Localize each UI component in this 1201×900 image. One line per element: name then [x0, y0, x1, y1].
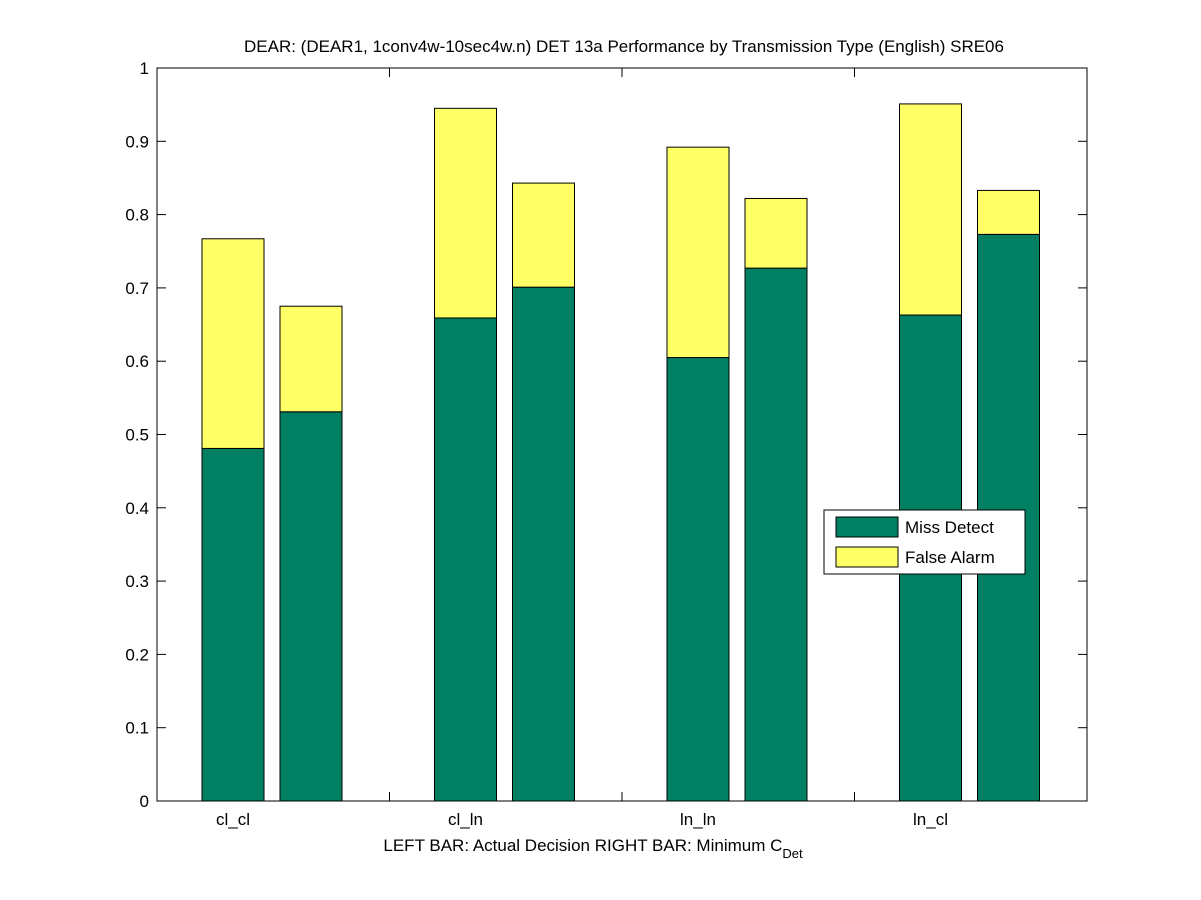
bar-miss-actual-ln-ln: [666, 357, 730, 802]
x-tick-label: cl_ln: [448, 810, 483, 829]
y-tick-label: 0.4: [125, 499, 149, 518]
y-tick-label: 0.7: [125, 279, 149, 298]
x-axis-label-main: LEFT BAR: Actual Decision RIGHT BAR: Min…: [383, 836, 782, 855]
bar-false-alarm-minimum-ln-ln: [744, 197, 808, 269]
y-tick-label: 0.1: [125, 719, 149, 738]
bar-false-alarm-actual-ln-cl: [899, 103, 962, 316]
legend-swatch-false-alarm: [835, 546, 899, 568]
y-tick-label: 0.8: [125, 206, 149, 225]
y-tick-label: 0.3: [125, 572, 149, 591]
bar-false-alarm-actual-ln-ln: [666, 146, 730, 359]
x-tick-label: ln_ln: [680, 810, 716, 829]
y-tick-label: 1: [140, 59, 149, 78]
y-tick-label: 0.5: [125, 426, 149, 445]
x-tick-label: cl_cl: [216, 810, 250, 829]
legend-label-false-alarm: False Alarm: [905, 548, 995, 567]
y-axis: 0 0.1 0.2 0.3 0.4 0.5 0.6 0.7 0.8 0.9 1: [125, 59, 1087, 811]
x-axis-label: LEFT BAR: Actual Decision RIGHT BAR: Min…: [383, 836, 803, 861]
bar-miss-actual-cl-ln: [434, 317, 497, 802]
legend-label-miss-detect: Miss Detect: [905, 518, 994, 537]
bar-false-alarm-minimum-cl-ln: [512, 182, 575, 288]
y-tick-label: 0.6: [125, 352, 149, 371]
bar-false-alarm-actual-cl-cl: [201, 238, 265, 449]
y-tick-label: 0.9: [125, 132, 149, 151]
x-tick-label: ln_cl: [913, 810, 948, 829]
legend-swatch-miss-detect: [835, 516, 899, 538]
bar-false-alarm-minimum-cl-cl: [279, 305, 343, 413]
y-tick-label: 0: [140, 792, 149, 811]
chart-title: DEAR: (DEAR1, 1conv4w-10sec4w.n) DET 13a…: [244, 37, 1004, 56]
y-tick-label: 0.2: [125, 645, 149, 664]
x-axis: cl_cl cl_ln ln_ln ln_cl: [216, 68, 948, 829]
bar-false-alarm-minimum-ln-cl: [977, 189, 1040, 235]
x-axis-label-subscript: Det: [782, 846, 803, 861]
bars: [201, 103, 1040, 802]
legend: Miss Detect False Alarm: [823, 509, 1026, 575]
bar-miss-minimum-cl-cl: [279, 411, 343, 802]
bar-false-alarm-actual-cl-ln: [434, 107, 497, 319]
bar-miss-actual-cl-cl: [201, 447, 265, 802]
bar-miss-minimum-cl-ln: [512, 286, 575, 802]
bar-miss-minimum-ln-ln: [744, 267, 808, 802]
